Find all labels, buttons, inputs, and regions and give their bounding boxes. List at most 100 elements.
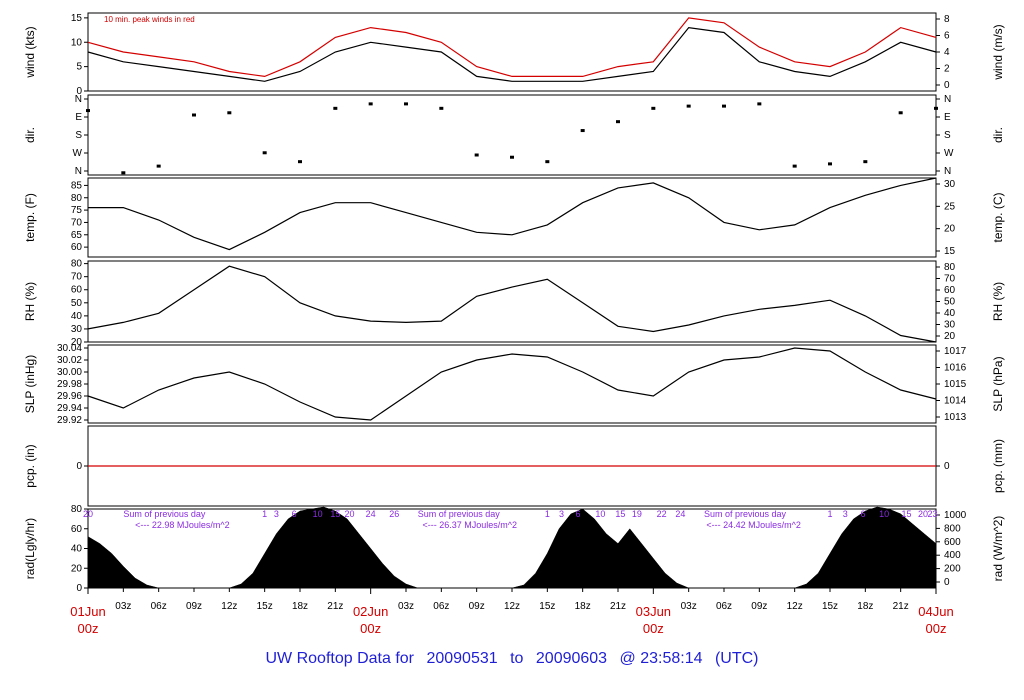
dir-point [757,102,762,106]
figure-caption: UW Rooftop Data for 20090531 to 20090603… [0,650,1024,668]
rad-annotation: 6 [575,509,580,519]
rh-left-axis-title: RH (%) [23,282,37,321]
wind-series-0-line [87,26,937,82]
wind-left-tick-label: 0 [76,86,82,97]
slp-left-tick-label: 30.04 [57,343,82,354]
rh-series-0-line [87,265,937,343]
rad-left-tick-label: 20 [71,563,83,574]
rh-left-tick-label: 70 [71,272,83,283]
rad-annotation: 20 [918,509,928,519]
x-tick-label: 12z [787,601,803,612]
x-tick-label: 06z [151,601,167,612]
dir-point [156,164,161,168]
slp-series-0-line [87,347,937,421]
rad-annotation: Sum of previous day [418,509,501,519]
dir-point [616,120,620,124]
x-tick-label: 12z [221,601,237,612]
temp-right-tick-label: 30 [944,179,956,190]
rh-right-tick-label: 70 [944,274,956,285]
wind-panel: 0 5 10 15 0 2 4 6 8 wind (kts) wind (m/s) 10 min. p… [23,12,1005,97]
dir-left-tick-label: N [75,166,82,177]
rad-annotation: 3 [274,509,279,519]
rh-left-tick-label: 30 [71,324,83,335]
dir-point [262,151,267,155]
rad-annotation: <--- 22.98 MJoules/m^2 [135,520,230,530]
slp-left-tick-label: 30.00 [57,367,82,378]
day-date-label: 04Jun [918,604,953,619]
x-tick-label: 03z [398,601,414,612]
wind-note: 10 min. peak winds in red [104,15,195,24]
caption-timezone: (UTC) [714,650,759,667]
rad-right-tick-label: 200 [944,564,961,575]
slp-right-tick-label: 1015 [944,379,967,390]
rh-right-tick-label: 40 [944,308,956,319]
wind-right-tick-label: 8 [944,14,950,25]
x-tick-label: 18z [857,601,873,612]
caption-end-date: 20090603 [535,650,608,667]
temp-left-tick-label: 85 [71,180,83,191]
temp-left-tick-label: 80 [71,193,83,204]
rh-left-tick-label: 40 [71,311,83,322]
rad-right-tick-label: 800 [944,523,961,534]
rad-annotation: 10 [313,509,323,519]
dir-right-tick-label: N [944,166,951,177]
temp-left-tick-label: 65 [71,230,83,241]
rad-annotation: 3 [559,509,564,519]
wind-left-tick-label: 15 [71,13,83,24]
dir-point [863,160,868,164]
rad-annotation: <--- 26.37 MJoules/m^2 [422,520,517,530]
x-tick-label: 03z [681,601,697,612]
rad-annotation: 26 [389,509,399,519]
rh-right-tick-label: 20 [944,331,956,342]
rad-annotation: 23 [927,509,937,519]
dir-point [474,153,479,157]
rad-right-tick-label: 400 [944,550,961,561]
rh-left-tick-label: 20 [71,337,83,348]
dir-point [439,106,444,110]
slp-left-tick-label: 29.92 [57,415,82,426]
dir-point [580,129,585,133]
wind-right-axis-title: wind (m/s) [991,24,1005,80]
dir-point [86,109,90,113]
dir-left-axis-title: dir. [23,127,37,143]
x-tick-label: 18z [575,601,591,612]
x-tick-label: 06z [716,601,732,612]
rad-frame [87,508,937,589]
rad-annotation: Sum of previous day [123,509,206,519]
rad-annotation: 1 [262,509,267,519]
x-tick-label: 15z [539,601,555,612]
rad-area [87,506,937,589]
dir-point [545,160,550,164]
dir-left-tick-label: S [75,130,82,141]
pcp-right-axis-title: pcp. (mm) [991,439,1005,493]
dir-point [227,111,232,115]
slp-right-axis-title: SLP (hPa) [991,356,1005,411]
wind-left-tick-label: 5 [76,62,82,73]
rh-right-tick-label: 60 [944,285,956,296]
dir-point [651,106,656,110]
dir-right-tick-label: S [944,130,951,141]
rad-left-tick-label: 80 [71,504,83,515]
dir-point [898,111,903,115]
dir-point [404,102,408,106]
dir-point [828,162,832,166]
temp-left-tick-label: 60 [71,242,83,253]
rad-annotation: 15 [330,509,340,519]
slp-left-tick-label: 30.02 [57,355,82,366]
dir-left-tick-label: N [75,94,82,105]
wind-right-tick-label: 4 [944,47,950,58]
pcp-left-axis-title: pcp. (in) [23,444,37,487]
x-tick-label: 21z [327,601,343,612]
rad-right-axis-title: rad (W/m^2) [991,516,1005,582]
day-date-label: 02Jun [353,604,388,619]
caption-separator: to [510,650,524,667]
rad-annotation: 24 [675,509,685,519]
pcp-right-tick-label: 0 [944,461,950,472]
x-tick-label: 18z [292,601,308,612]
caption-start-date: 20090531 [426,650,498,667]
rh-right-tick-label: 30 [944,320,956,331]
